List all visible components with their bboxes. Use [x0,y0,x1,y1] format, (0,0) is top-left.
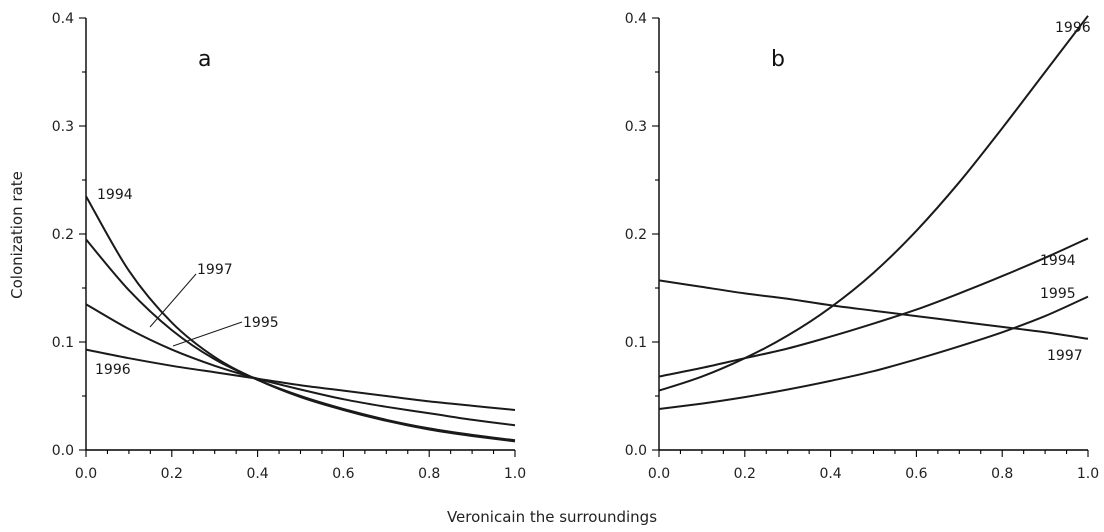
panel-a-y-tick-label: 0.3 [52,119,74,135]
panel-a-y-tick-label: 0.0 [52,443,74,459]
panel-a-leader-1997 [149,273,197,328]
panel-b-series-label-1995: 1995 [1040,286,1076,302]
panel-b-y-tick-label: 0.4 [625,11,647,27]
panel-a-series-label-1997: 1997 [197,262,233,278]
panel-a-x-tick-label: 0.8 [418,466,440,482]
panel-b-series-label-1994: 1994 [1040,253,1076,269]
panel-b-y-tick-label: 0.3 [625,119,647,135]
panel-a-y-tick-label: 0.1 [52,335,74,351]
panel-a-x-tick-label: 0.2 [161,466,183,482]
panel-a-series-label-1996: 1996 [95,362,131,378]
panel-a-label: a [198,47,211,72]
panel-a-x-tick-label: 0.6 [332,466,354,482]
panel-a-series-1997 [85,238,516,442]
panel-b-y-tick-label: 0.1 [625,335,647,351]
x-axis-title: Veronicain the surroundings [447,508,657,526]
panel-b-x-tick-label: 0.6 [905,466,927,482]
panel-b-series-1997 [658,279,1089,340]
panel-a-y-tick-label: 0.2 [52,227,74,243]
panel-b-x-tick-label: 0.4 [819,466,841,482]
panel-a-series-label-1995: 1995 [243,315,279,331]
panel-a-x-tick-label: 1.0 [504,466,526,482]
panel-b-x-tick-label: 0.8 [991,466,1013,482]
panel-b-series-1995 [658,295,1089,410]
panel-b-x-tick-label: 0.0 [648,466,670,482]
panel-a-leader-1995 [172,321,243,347]
panel-a-series-1995 [85,303,516,427]
panel-b-series-label-1997: 1997 [1047,348,1083,364]
panel-a-series-label-1994: 1994 [97,187,133,203]
panel-b-series-label-1996: 1996 [1055,20,1091,36]
panel-a-x-tick-label: 0.0 [75,466,97,482]
panel-a-series-1996 [85,348,516,411]
panel-b-x-tick-label: 1.0 [1077,466,1099,482]
panel-b-series-1994 [658,237,1089,378]
y-axis-title: Colonization rate [8,171,26,299]
panel-b-y-tick-label: 0.0 [625,443,647,459]
panel-b-label: b [771,47,785,72]
panel-a-x-tick-label: 0.4 [246,466,268,482]
panel-a-y-tick-label: 0.4 [52,11,74,27]
panel-b-y-tick-label: 0.2 [625,227,647,243]
panel-b-series-1996 [658,15,1089,392]
panel-b-x-tick-label: 0.2 [734,466,756,482]
